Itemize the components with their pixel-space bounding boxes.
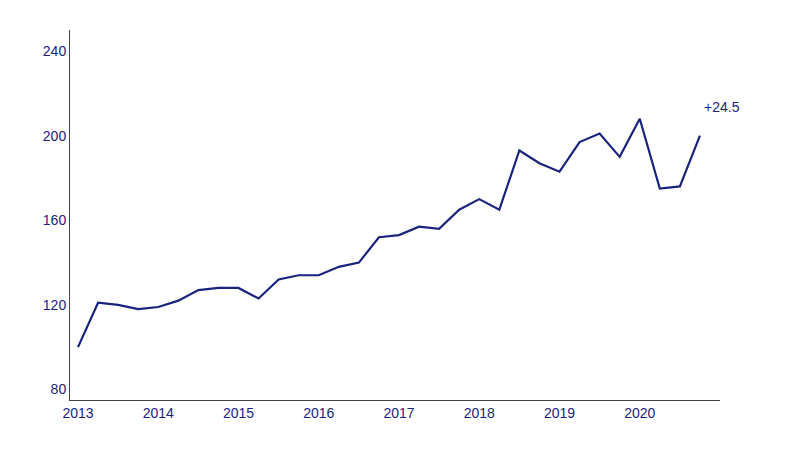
svg-text:80: 80 <box>51 381 67 397</box>
svg-text:120: 120 <box>43 297 67 313</box>
svg-text:2016: 2016 <box>303 405 334 421</box>
svg-text:2013: 2013 <box>62 405 93 421</box>
svg-text:2019: 2019 <box>544 405 575 421</box>
svg-text:2014: 2014 <box>143 405 174 421</box>
svg-text:2015: 2015 <box>223 405 254 421</box>
svg-text:160: 160 <box>43 212 67 228</box>
svg-text:2020: 2020 <box>624 405 655 421</box>
svg-text:240: 240 <box>43 43 67 59</box>
svg-text:2017: 2017 <box>383 405 414 421</box>
svg-text:200: 200 <box>43 128 67 144</box>
svg-text:2018: 2018 <box>464 405 495 421</box>
svg-text:+24.5: +24.5 <box>704 99 740 115</box>
